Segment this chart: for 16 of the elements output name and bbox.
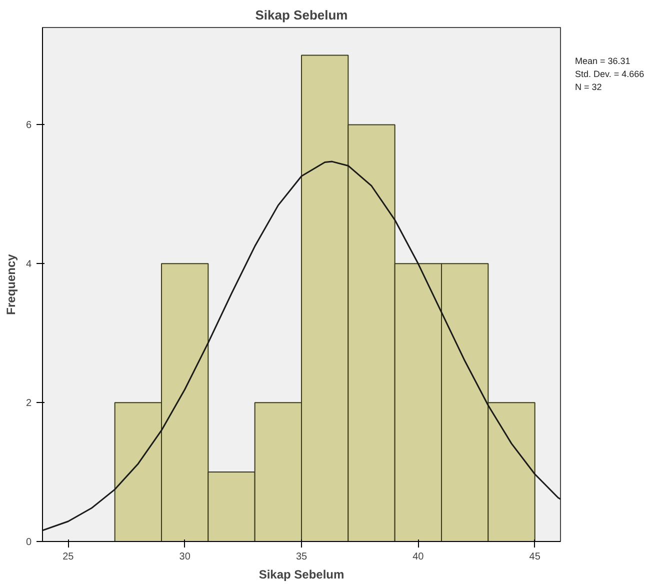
chart-title: Sikap Sebelum <box>255 8 348 22</box>
x-axis-title: Sikap Sebelum <box>258 568 344 582</box>
y-axis-title: Frequency <box>4 254 18 315</box>
x-tick-label: 40 <box>412 552 424 562</box>
x-tick-label: 30 <box>179 552 191 562</box>
x-tick-label: 25 <box>62 552 74 562</box>
line-series <box>42 160 560 532</box>
x-tick-label: 35 <box>296 552 308 562</box>
text: Mean = 36.31 <box>575 56 630 66</box>
y-tick-label: 0 <box>26 537 32 548</box>
text: Std. Dev. = 4.666 <box>575 68 644 79</box>
text: N = 32 <box>575 82 602 92</box>
y-tick-label: 6 <box>26 120 32 132</box>
y-tick-label: 2 <box>26 398 32 410</box>
y-tick-label: 4 <box>26 259 32 270</box>
x-tick-label: 45 <box>529 552 541 562</box>
